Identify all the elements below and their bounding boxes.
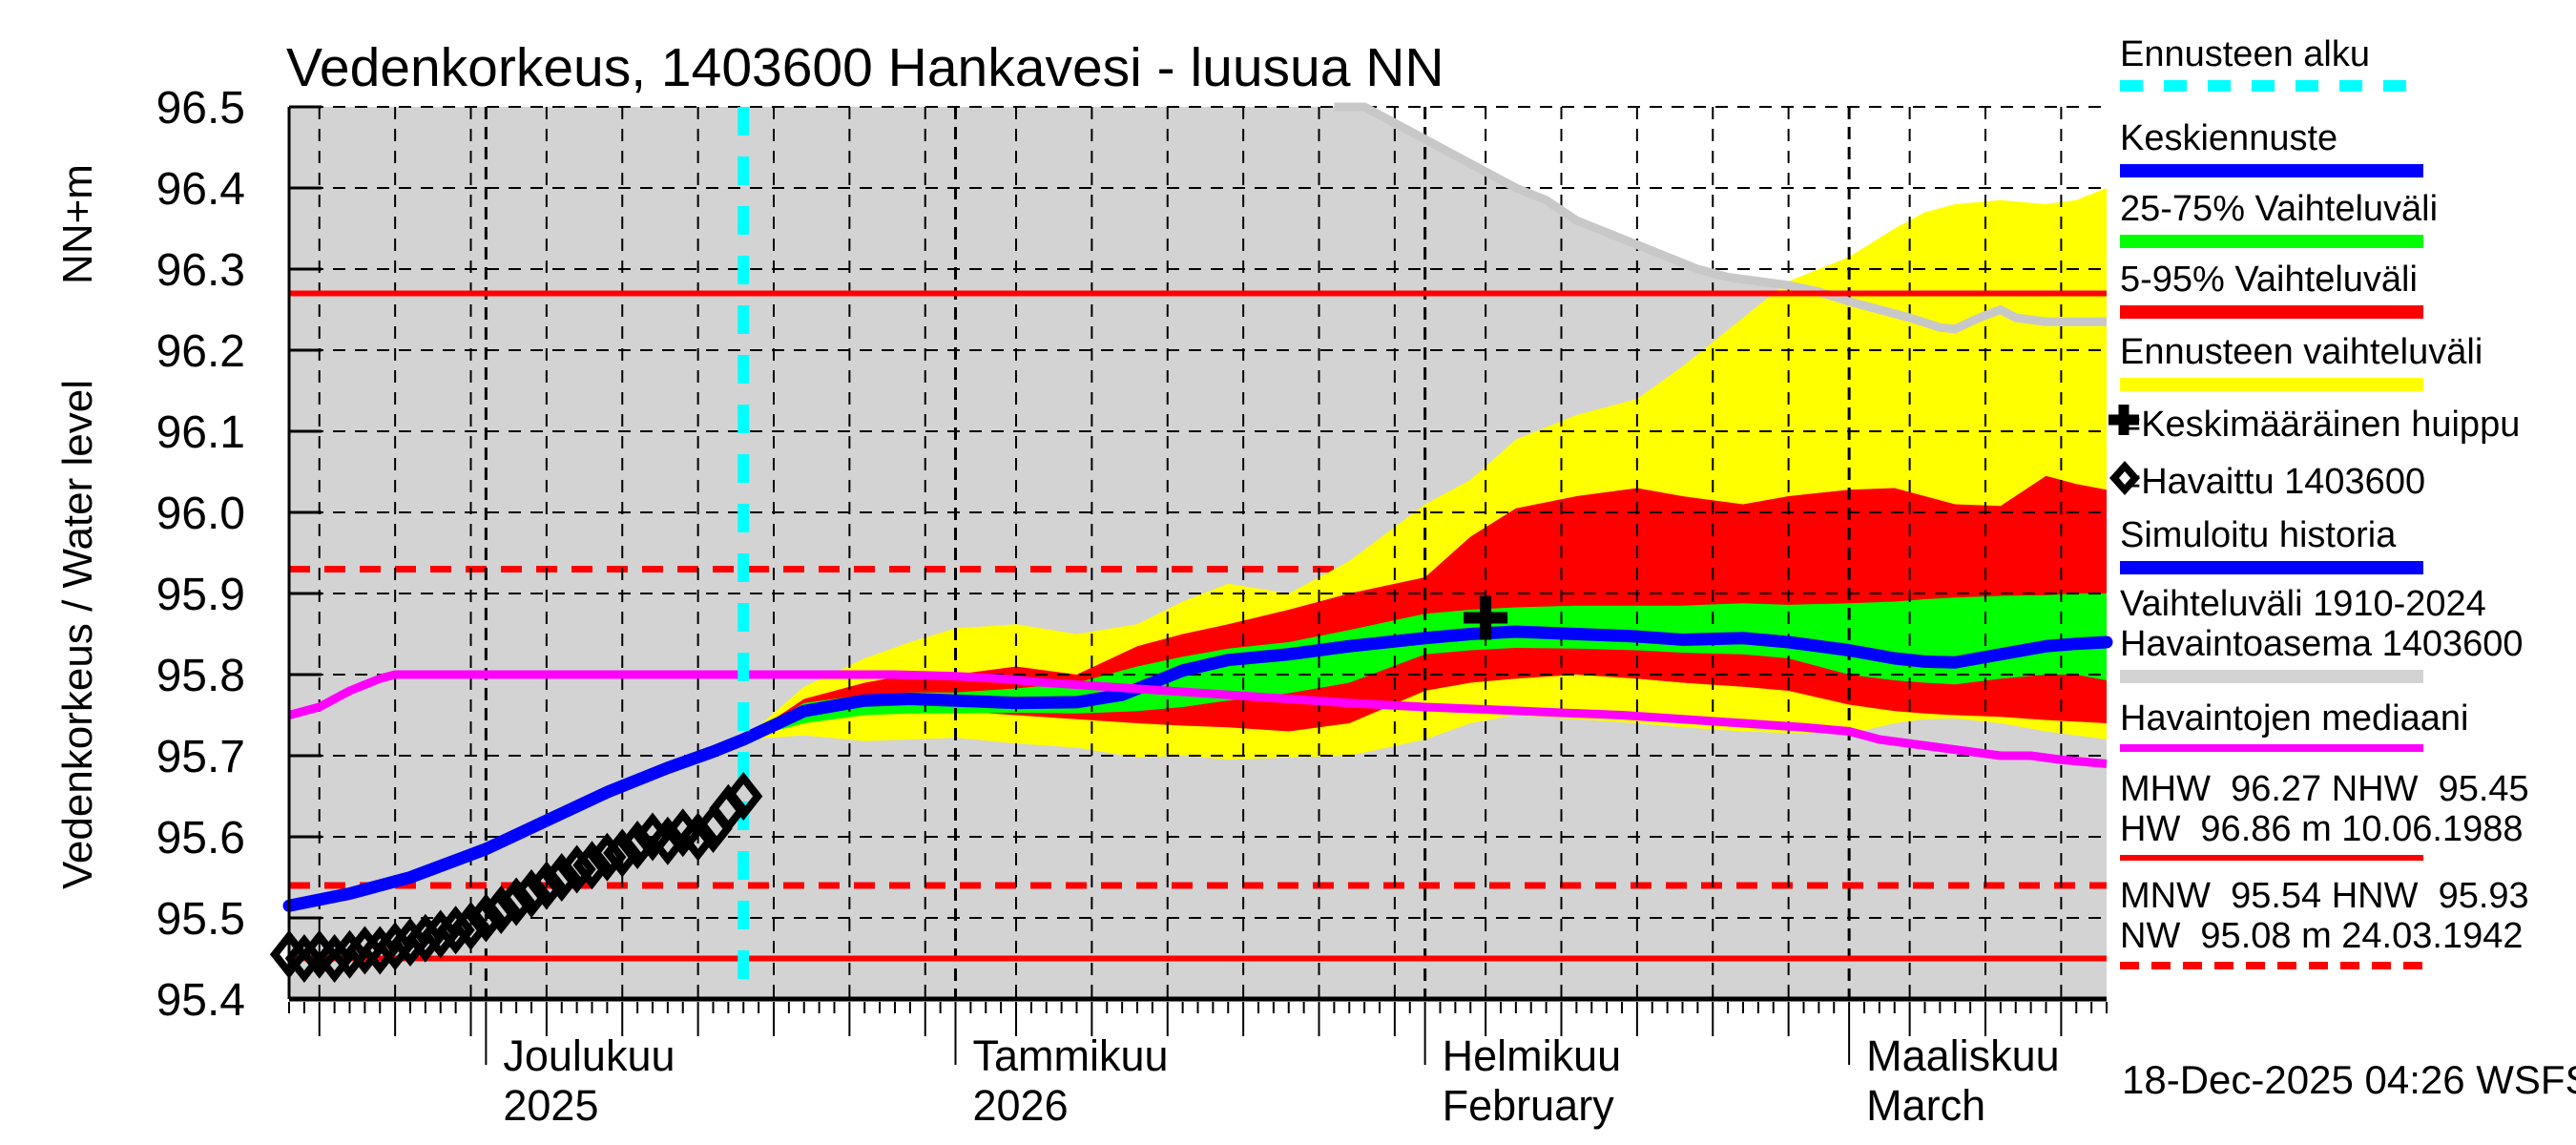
timestamp: 18-Dec-2025 04:26 WSFS-O — [2122, 1057, 2576, 1102]
legend-swatch-cyan-dashed — [2120, 80, 2423, 92]
y-tick-label: 95.4 — [156, 975, 245, 1026]
legend-item-simulated-history: Simuloitu historia — [2120, 515, 2423, 574]
legend-label: 25-75% Vaihteluväli — [2120, 189, 2439, 229]
legend-item-median-forecast: Keskiennuste — [2120, 118, 2423, 177]
diamond-icon — [2109, 461, 2140, 495]
observed-marker — [315, 934, 354, 983]
observed-marker — [284, 934, 323, 983]
observed-marker — [603, 828, 642, 878]
observed-marker — [421, 909, 460, 959]
observed-marker — [390, 918, 430, 967]
y-tick-label: 96.5 — [156, 83, 245, 134]
historical-range-edge-line — [1334, 102, 2107, 334]
y-tick-label: 95.7 — [156, 732, 245, 782]
observed-marker — [678, 812, 717, 862]
legend-label: Simuloitu historia — [2120, 515, 2397, 555]
legend-label: Ennusteen alku — [2120, 34, 2370, 74]
legend-label: Havaintojen mediaani — [2120, 698, 2469, 739]
legend-item-high-water-stats: MHW 96.27 NHW 95.45 HW 96.86 m 10.06.1988 — [2120, 769, 2529, 861]
y-tick-label: 96.0 — [156, 489, 245, 539]
median-forecast-line — [737, 625, 2113, 746]
observed-marker — [542, 853, 581, 902]
y-tick-label: 95.9 — [156, 570, 245, 620]
legend-item-forecast-range: Ennusteen vaihteluväli — [2120, 332, 2483, 391]
observed-marker — [572, 841, 612, 890]
legend-item-p25-75: 25-75% Vaihteluväli — [2120, 189, 2438, 248]
y-axis-label: Vedenkorkeus / Water level — [54, 380, 101, 889]
y-tick-label: 96.4 — [156, 164, 245, 215]
legend-swatch-yellow-bar — [2120, 378, 2423, 391]
x-month-label: Maaliskuu — [1866, 1031, 2060, 1080]
legend-symbol — [2105, 458, 2145, 503]
legend-item-observation-median: Havaintojen mediaani — [2120, 698, 2468, 752]
legend-item-observed: =Havaittu 1403600 — [2109, 461, 2426, 502]
observed-marker — [724, 772, 763, 821]
legend-item-p5-95: 5-95% Vaihteluväli — [2120, 260, 2423, 319]
observed-marker — [511, 869, 551, 918]
x-month-label: 2025 — [503, 1081, 598, 1130]
observation-median-line — [287, 670, 2108, 768]
mean-peak-marker — [1464, 595, 1508, 640]
legend-swatch-green-bar — [2120, 235, 2423, 248]
legend-item-mean-peak: =Keskimääräinen huippu — [2109, 405, 2521, 445]
y-tick-label: 96.2 — [156, 326, 245, 377]
observed-marker — [482, 885, 521, 934]
y-tick-label: 95.5 — [156, 894, 245, 945]
y-tick-label: 95.8 — [156, 651, 245, 701]
page-title: Vedenkorkeus, 1403600 Hankavesi - luusua… — [286, 37, 1444, 98]
legend-label: =Keskimääräinen huippu — [2120, 405, 2521, 445]
x-month-label: February — [1443, 1081, 1615, 1130]
legend-label: Vaihteluväli 1910-2024 Havaintoasema 1403… — [2120, 584, 2524, 664]
legend-swatch-magenta-line — [2120, 744, 2423, 752]
y-tick-label: 95.6 — [156, 813, 245, 864]
legend-swatch-blue-bar — [2120, 561, 2423, 574]
legend-label: MNW 95.54 HNW 95.93 NW 95.08 m 24.03.1942 — [2120, 876, 2529, 956]
legend-label: Keskiennuste — [2120, 118, 2338, 158]
legend-swatch-red-bar — [2120, 305, 2423, 319]
observed-marker — [467, 893, 506, 943]
simulated-history-line — [282, 733, 750, 912]
observed-marker — [557, 844, 596, 894]
x-month-label: Tammikuu — [973, 1031, 1169, 1080]
y-tick-label: 96.1 — [156, 407, 245, 458]
legend-swatch-gray-bar — [2120, 670, 2423, 683]
legend-label: MHW 96.27 NHW 95.45 HW 96.86 m 10.06.1988 — [2120, 769, 2529, 849]
observed-marker — [361, 926, 400, 975]
legend: Ennusteen alku Keskiennuste 25-75% Vaihtel… — [2107, 0, 2576, 1011]
x-month-label: Helmikuu — [1443, 1031, 1622, 1080]
legend-symbol — [2105, 401, 2143, 444]
legend-label: =Havaittu 1403600 — [2120, 462, 2426, 502]
observed-marker — [330, 929, 369, 979]
observed-marker — [497, 877, 536, 926]
observed-marker — [376, 922, 415, 971]
legend-swatch-red-line — [2120, 855, 2423, 861]
p5-95-band — [743, 475, 2107, 739]
observed-marker — [588, 832, 627, 882]
observed-marker — [527, 861, 566, 910]
legend-item-forecast-start: Ennusteen alku — [2120, 34, 2423, 92]
legend-item-low-water-stats: MNW 95.54 HNW 95.93 NW 95.08 m 24.03.1942 — [2120, 876, 2529, 969]
y-tick-label: 96.3 — [156, 245, 245, 296]
x-month-label: Joulukuu — [503, 1031, 675, 1080]
observed-marker — [618, 821, 657, 869]
plus-icon — [2109, 405, 2139, 435]
observed-marker — [648, 816, 687, 865]
x-month-label: 2026 — [973, 1081, 1069, 1130]
legend-label: Ennusteen vaihteluväli — [2120, 332, 2483, 372]
legend-swatch-red-dashed — [2120, 962, 2423, 969]
legend-item-historical-range: Vaihteluväli 1910-2024 Havaintoasema 1403… — [2120, 584, 2524, 683]
x-month-label: March — [1866, 1081, 1985, 1130]
legend-label: 5-95% Vaihteluväli — [2120, 260, 2418, 300]
observed-marker — [451, 902, 490, 950]
y-axis-unit-label: NN+m — [54, 164, 101, 284]
observed-marker — [436, 906, 475, 955]
observed-marker — [405, 913, 445, 963]
legend-swatch-blue-bar — [2120, 164, 2423, 177]
